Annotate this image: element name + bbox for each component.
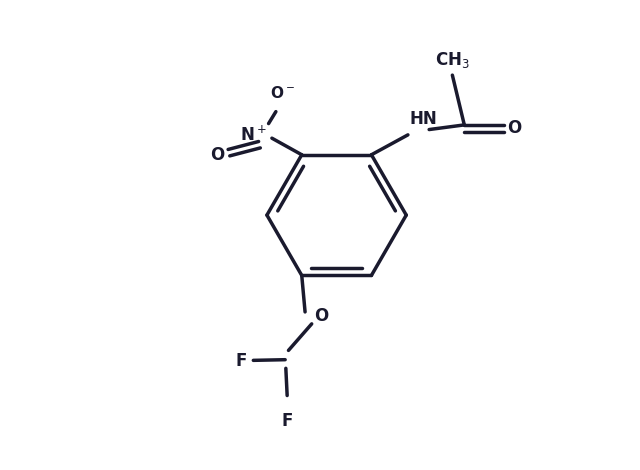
- Text: O: O: [314, 307, 329, 325]
- Text: HN: HN: [409, 110, 437, 128]
- Text: O: O: [210, 146, 224, 164]
- Text: O: O: [507, 118, 521, 137]
- Text: CH$_3$: CH$_3$: [435, 50, 470, 70]
- Text: N$^+$: N$^+$: [240, 125, 267, 144]
- Text: F: F: [282, 412, 293, 430]
- Text: O$^-$: O$^-$: [270, 85, 295, 101]
- Text: F: F: [235, 352, 246, 370]
